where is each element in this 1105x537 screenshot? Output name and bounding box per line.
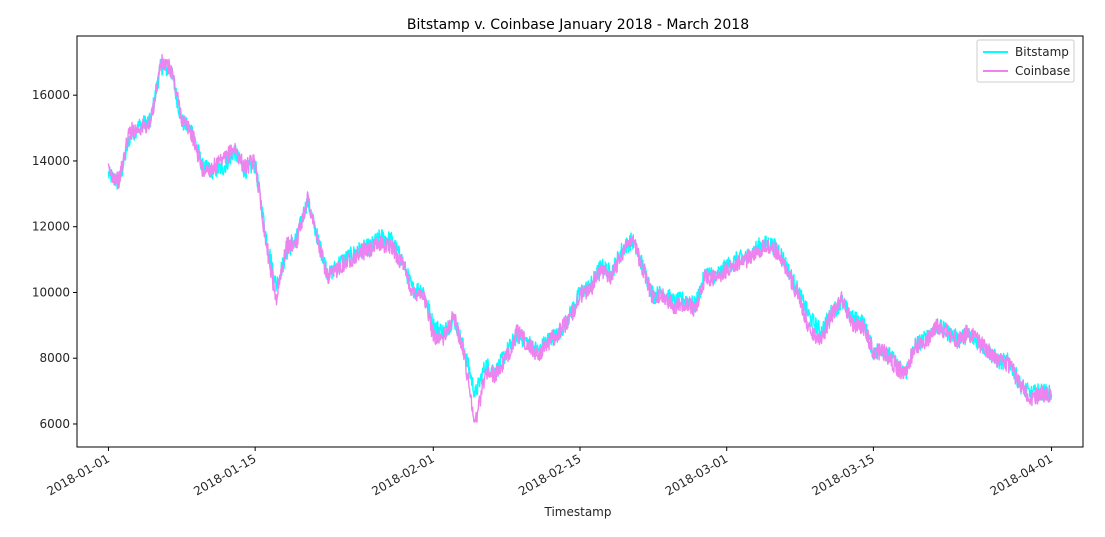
x-axis-label: Timestamp [544, 505, 612, 519]
plot-area [107, 54, 1053, 423]
chart-title: Bitstamp v. Coinbase January 2018 - Marc… [407, 17, 749, 33]
y-tick-label: 6000 [39, 417, 70, 431]
series-line-coinbase [107, 54, 1052, 423]
y-tick-label: 12000 [32, 220, 70, 234]
legend-label-coinbase: Coinbase [1015, 64, 1070, 78]
y-tick-label: 16000 [32, 88, 70, 102]
legend: Bitstamp Coinbase [976, 39, 1075, 83]
y-tick-label: 14000 [32, 154, 70, 168]
y-axis: 6000 8000 10000 12000 14000 16000 [32, 88, 77, 431]
y-tick-label: 8000 [39, 351, 70, 365]
y-tick-label: 10000 [32, 285, 70, 299]
legend-label-bitstamp: Bitstamp [1015, 45, 1069, 59]
plot-frame [76, 35, 1084, 448]
